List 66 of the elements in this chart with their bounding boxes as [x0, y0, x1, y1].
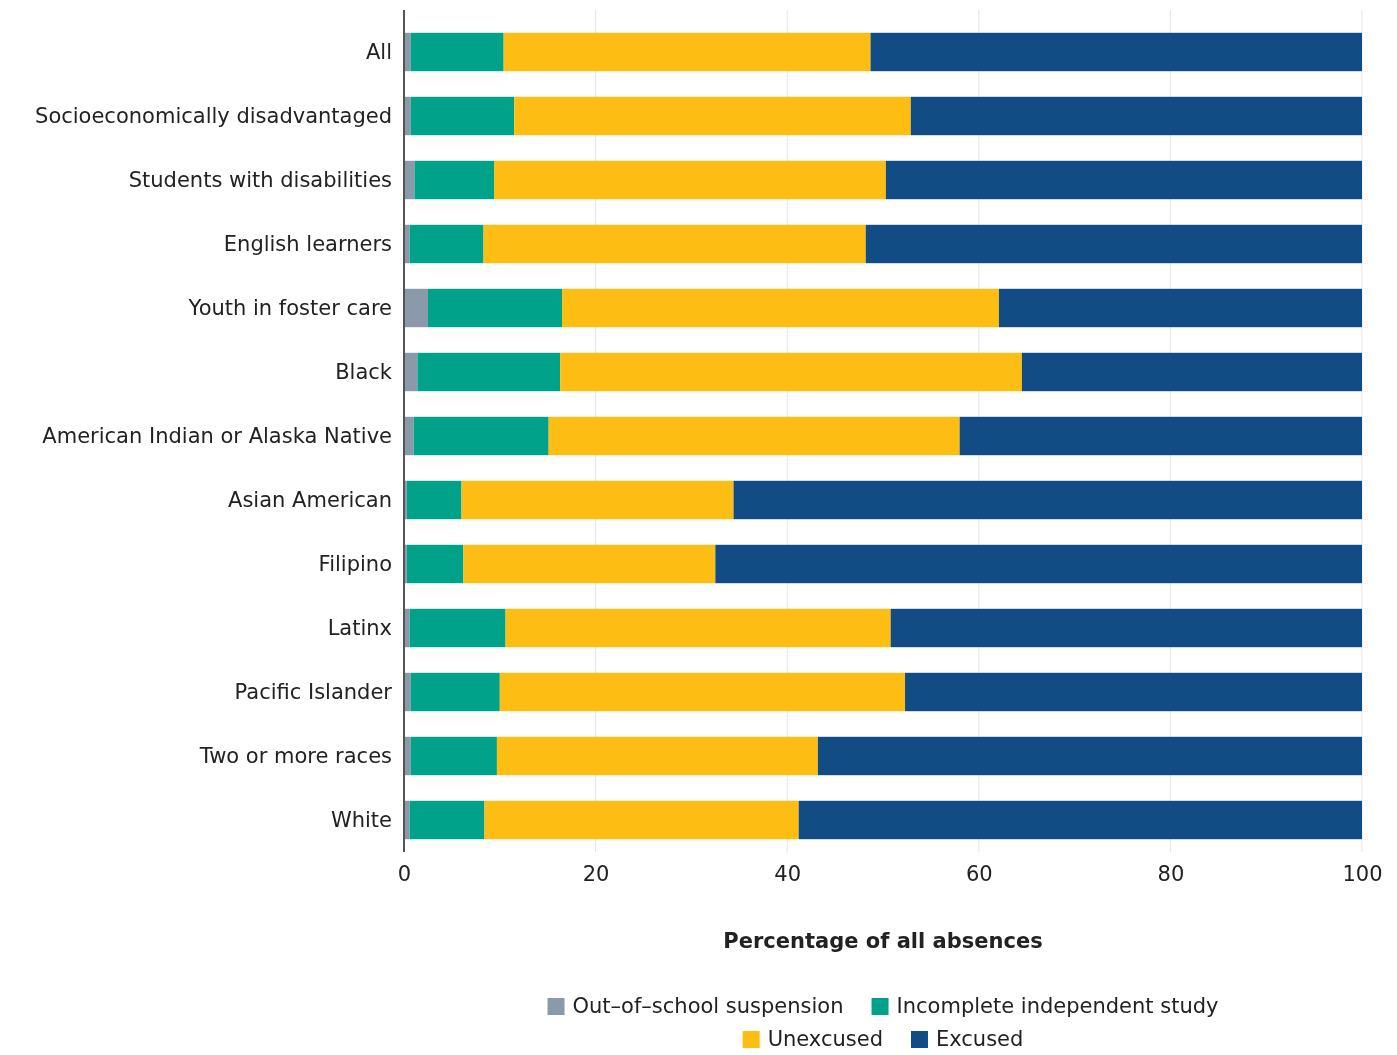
bar	[505, 608, 891, 648]
bar	[414, 160, 495, 200]
legend-label: Incomplete independent study	[896, 994, 1219, 1018]
bar	[715, 544, 1362, 584]
bar	[404, 160, 415, 200]
bar	[890, 608, 1362, 648]
bar	[798, 800, 1362, 840]
y-tick-label: American Indian or Alaska Native	[42, 423, 392, 448]
bar	[885, 160, 1362, 200]
bar	[409, 224, 484, 264]
bar	[406, 480, 462, 520]
bar	[910, 96, 1362, 136]
x-axis-title: Percentage of all absences	[723, 929, 1043, 953]
x-tick-label: 20	[582, 861, 610, 886]
legend-label: Unexcused	[767, 1027, 883, 1051]
bar	[410, 736, 497, 776]
bar	[905, 672, 1362, 712]
bar	[560, 352, 1022, 392]
bar	[410, 32, 504, 72]
y-tick-label: White	[330, 807, 392, 832]
bar	[870, 32, 1362, 72]
bar	[410, 96, 515, 136]
bar	[959, 416, 1362, 456]
y-tick-label: Pacific Islander	[234, 679, 393, 704]
bar	[494, 160, 886, 200]
y-tick-label: Latinx	[327, 615, 392, 640]
bar	[463, 544, 716, 584]
bar	[562, 288, 999, 328]
bar	[409, 608, 506, 648]
y-tick-label: Students with disabilities	[128, 167, 392, 192]
bar	[417, 352, 561, 392]
bar	[817, 736, 1362, 776]
y-tick-label: Filipino	[318, 551, 392, 576]
bar	[1021, 352, 1362, 392]
x-tick-label: 60	[965, 861, 993, 886]
bar	[499, 672, 906, 712]
bar	[733, 480, 1362, 520]
bar	[409, 800, 485, 840]
bar	[503, 32, 871, 72]
bar	[404, 288, 428, 328]
bar	[413, 416, 549, 456]
bar	[406, 544, 464, 584]
x-tick-label: 40	[774, 861, 802, 886]
legend-label: Excused	[935, 1027, 1024, 1051]
x-tick-label: 0	[397, 861, 412, 886]
bar	[404, 416, 414, 456]
y-tick-label: All	[365, 39, 392, 64]
y-tick-label: Socioeconomically disadvantaged	[35, 103, 392, 128]
bar	[548, 416, 960, 456]
bar	[998, 288, 1362, 328]
bar	[483, 224, 866, 264]
y-tick-label: English learners	[223, 231, 392, 256]
x-tick-label: 80	[1157, 861, 1185, 886]
bar	[484, 800, 799, 840]
y-tick-label: Asian American	[228, 487, 392, 512]
bar	[496, 736, 818, 776]
y-tick-label: Two or more races	[198, 743, 392, 768]
bar	[461, 480, 734, 520]
legend-label: Out–of–school suspension	[572, 994, 844, 1018]
bar	[427, 288, 563, 328]
bar	[865, 224, 1362, 264]
y-tick-label: Black	[335, 359, 393, 384]
x-tick-label: 100	[1342, 861, 1383, 886]
bar	[410, 672, 500, 712]
y-tick-label: Youth in foster care	[187, 295, 392, 320]
bar	[514, 96, 911, 136]
